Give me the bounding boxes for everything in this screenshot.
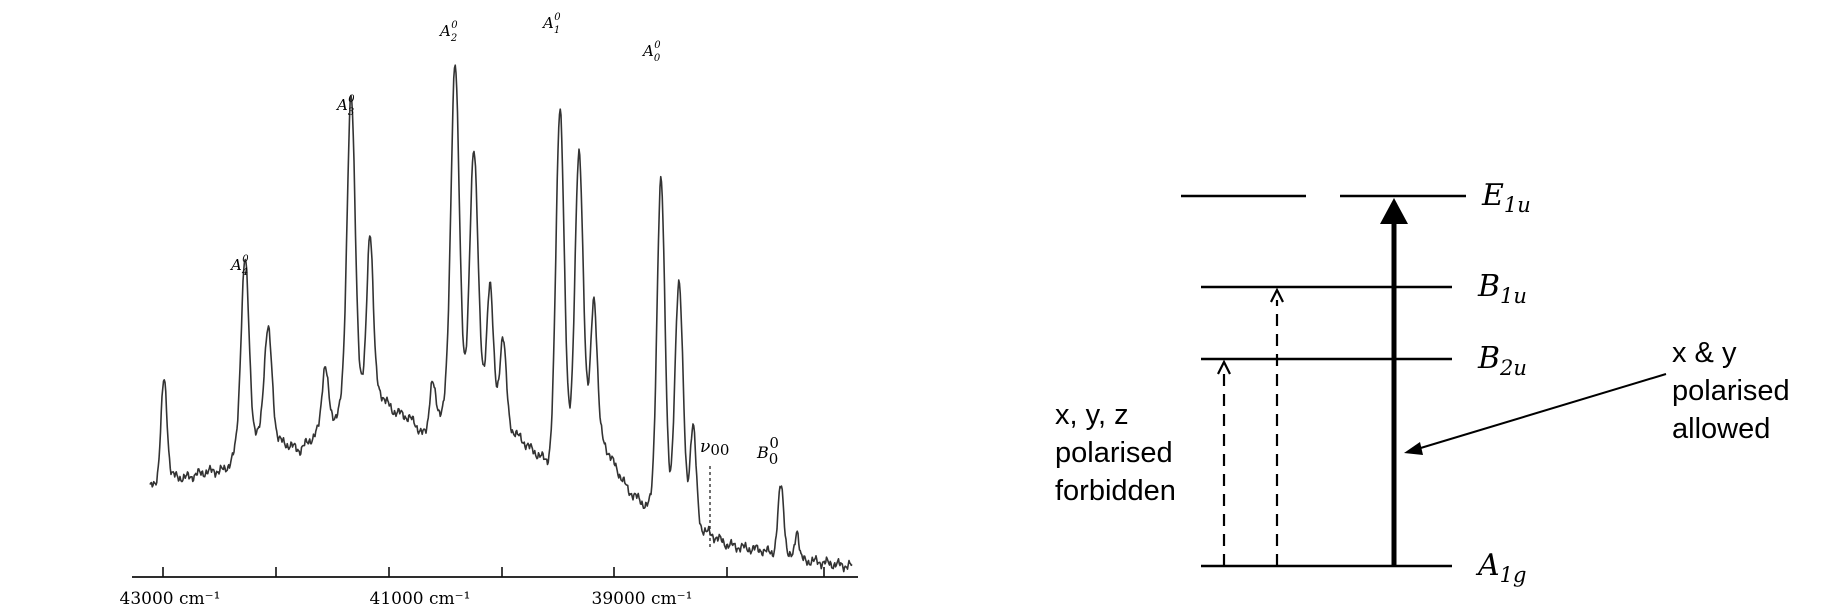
arrowhead-e1u <box>1380 198 1408 224</box>
spectrum-trace <box>149 64 853 573</box>
annotation-pointer-head <box>1404 442 1423 455</box>
annotation-pointer <box>1413 373 1667 451</box>
annotation-allowed-line: allowed <box>1672 413 1770 445</box>
level-label-b1u: B1u <box>1477 269 1527 308</box>
axis-ticks <box>162 567 825 577</box>
axis-label-41000: 41000 cm⁻¹ <box>370 589 471 609</box>
annotation-forbidden: x, y, z polarised forbidden <box>1055 399 1176 507</box>
peak-label-a1: A10 <box>541 12 561 36</box>
level-label-a1g: A1g <box>1475 548 1526 587</box>
peak-label-a2: A20 <box>438 20 458 44</box>
arrowhead-b1u <box>1270 287 1284 303</box>
peak-label-nu00: ν00 <box>700 437 729 459</box>
annotation-allowed-line: polarised <box>1672 375 1790 407</box>
peak-label-a4: A40 <box>229 254 249 278</box>
peak-label-b0: B00 <box>756 434 779 468</box>
level-label-b2u: B2u <box>1477 341 1527 380</box>
spectrum-panel: 43000 cm⁻¹ 41000 cm⁻¹ 39000 cm⁻¹ A40 A30… <box>120 12 858 609</box>
annotation-allowed-line: x & y <box>1672 337 1737 369</box>
annotation-forbidden-line: forbidden <box>1055 475 1176 507</box>
annotation-forbidden-line: x, y, z <box>1055 399 1129 431</box>
annotation-allowed: x & y polarised allowed <box>1672 337 1790 445</box>
annotation-forbidden-line: polarised <box>1055 437 1173 469</box>
arrowhead-b2u <box>1217 359 1231 375</box>
peak-label-a3: A30 <box>335 94 355 118</box>
level-label-e1u: E1u <box>1481 178 1531 217</box>
energy-diagram: E1u B1u B2u A1g x, y, z polarised forbid… <box>1055 178 1790 587</box>
peak-label-a0: A00 <box>641 40 661 64</box>
axis-label-43000: 43000 cm⁻¹ <box>120 589 221 609</box>
axis-label-39000: 39000 cm⁻¹ <box>592 589 693 609</box>
